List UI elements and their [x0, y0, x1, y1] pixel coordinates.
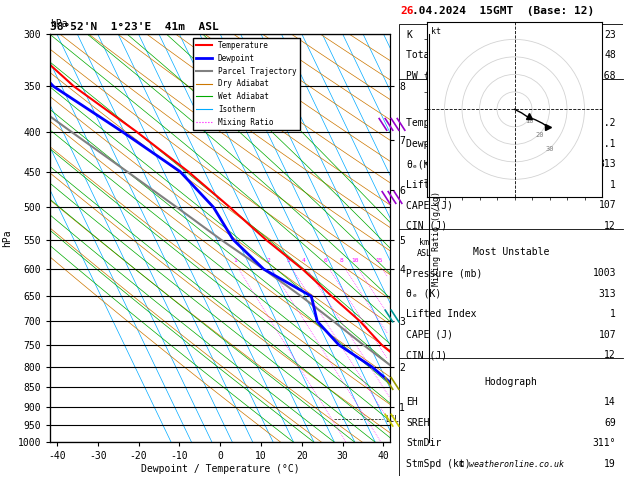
- Text: 11.1: 11.1: [593, 139, 616, 149]
- Text: 313: 313: [598, 289, 616, 298]
- Text: 19: 19: [604, 459, 616, 469]
- Text: 20: 20: [535, 132, 544, 139]
- Text: © weatheronline.co.uk: © weatheronline.co.uk: [459, 460, 564, 469]
- Text: 3: 3: [287, 259, 291, 263]
- Text: hPa: hPa: [50, 19, 68, 29]
- Text: 48: 48: [604, 51, 616, 60]
- Text: EH: EH: [406, 398, 418, 407]
- Text: PW (cm): PW (cm): [406, 71, 447, 81]
- Y-axis label: Mixing Ratio (g/kg): Mixing Ratio (g/kg): [431, 191, 441, 286]
- Text: Surface: Surface: [491, 98, 532, 107]
- Text: 1: 1: [610, 180, 616, 190]
- Text: 313: 313: [598, 159, 616, 169]
- Text: 23: 23: [604, 30, 616, 40]
- Text: 26: 26: [400, 6, 413, 16]
- Text: 6: 6: [324, 259, 328, 263]
- Text: CIN (J): CIN (J): [406, 350, 447, 360]
- Text: 38°52'N  1°23'E  41m  ASL: 38°52'N 1°23'E 41m ASL: [50, 22, 219, 32]
- Text: Lifted Index: Lifted Index: [406, 309, 477, 319]
- Legend: Temperature, Dewpoint, Parcel Trajectory, Dry Adiabat, Wet Adiabat, Isotherm, Mi: Temperature, Dewpoint, Parcel Trajectory…: [193, 38, 299, 130]
- Text: 311°: 311°: [593, 438, 616, 449]
- Text: Lifted Index: Lifted Index: [406, 180, 477, 190]
- Text: Pressure (mb): Pressure (mb): [406, 268, 482, 278]
- Text: 4: 4: [302, 259, 306, 263]
- Text: CAPE (J): CAPE (J): [406, 200, 453, 210]
- Text: 12: 12: [604, 221, 616, 231]
- Text: 69: 69: [604, 418, 616, 428]
- Text: Hodograph: Hodograph: [484, 377, 538, 387]
- Text: K: K: [406, 30, 412, 40]
- Text: 8: 8: [340, 259, 343, 263]
- Text: 14: 14: [604, 398, 616, 407]
- Text: 107: 107: [598, 330, 616, 340]
- Y-axis label: km
ASL: km ASL: [417, 238, 432, 258]
- Text: 1.68: 1.68: [593, 71, 616, 81]
- Text: 2: 2: [267, 259, 270, 263]
- Text: Totals Totals: Totals Totals: [406, 51, 482, 60]
- Text: 1003: 1003: [593, 268, 616, 278]
- Text: θₑ (K): θₑ (K): [406, 289, 442, 298]
- Text: 1: 1: [610, 309, 616, 319]
- Text: Most Unstable: Most Unstable: [473, 247, 549, 258]
- Text: 10: 10: [525, 119, 533, 124]
- X-axis label: Dewpoint / Temperature (°C): Dewpoint / Temperature (°C): [141, 464, 299, 474]
- Text: 15: 15: [375, 259, 382, 263]
- Text: CIN (J): CIN (J): [406, 221, 447, 231]
- Text: LCL: LCL: [385, 415, 399, 424]
- Text: StmDir: StmDir: [406, 438, 442, 449]
- Text: .04.2024  15GMT  (Base: 12): .04.2024 15GMT (Base: 12): [412, 6, 594, 16]
- Text: 10: 10: [351, 259, 359, 263]
- Text: 107: 107: [598, 200, 616, 210]
- Text: θₑ(K): θₑ(K): [406, 159, 435, 169]
- Text: 1: 1: [233, 259, 237, 263]
- Text: kt: kt: [430, 27, 440, 36]
- Text: Dewp (°C): Dewp (°C): [406, 139, 459, 149]
- Text: 17.2: 17.2: [593, 118, 616, 128]
- Text: StmSpd (kt): StmSpd (kt): [406, 459, 470, 469]
- Text: CAPE (J): CAPE (J): [406, 330, 453, 340]
- Y-axis label: hPa: hPa: [3, 229, 12, 247]
- Text: 30: 30: [546, 146, 555, 152]
- Text: SREH: SREH: [406, 418, 430, 428]
- Text: Temp (°C): Temp (°C): [406, 118, 459, 128]
- Text: 12: 12: [604, 350, 616, 360]
